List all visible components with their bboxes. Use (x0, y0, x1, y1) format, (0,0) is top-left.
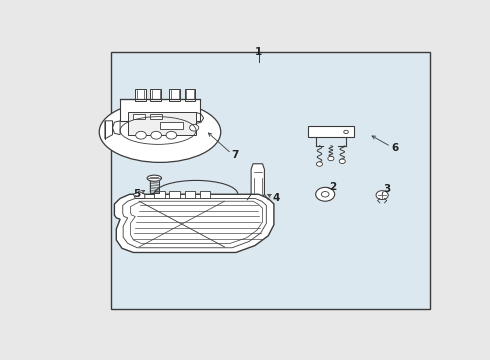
Circle shape (166, 131, 177, 139)
Polygon shape (170, 191, 180, 198)
Polygon shape (154, 191, 165, 198)
Polygon shape (115, 194, 274, 252)
Circle shape (317, 162, 322, 166)
Polygon shape (133, 192, 145, 198)
Circle shape (376, 191, 388, 199)
Polygon shape (113, 121, 120, 135)
Circle shape (339, 159, 345, 163)
Text: 3: 3 (383, 184, 391, 194)
Text: 4: 4 (272, 193, 279, 203)
Polygon shape (105, 121, 113, 139)
Text: 1: 1 (255, 47, 262, 57)
Text: 6: 6 (391, 143, 398, 153)
Polygon shape (160, 122, 183, 129)
Circle shape (151, 131, 162, 139)
Circle shape (328, 156, 334, 161)
Polygon shape (200, 191, 211, 198)
Polygon shape (251, 164, 265, 200)
Ellipse shape (147, 175, 162, 181)
Polygon shape (308, 126, 354, 138)
Text: 7: 7 (231, 150, 239, 160)
Circle shape (344, 130, 348, 134)
Polygon shape (150, 89, 161, 102)
Circle shape (190, 125, 199, 131)
Polygon shape (120, 99, 200, 121)
Text: 2: 2 (329, 182, 337, 192)
Polygon shape (150, 114, 162, 120)
Polygon shape (185, 191, 196, 198)
Polygon shape (128, 112, 196, 135)
Polygon shape (135, 89, 146, 102)
Polygon shape (133, 114, 145, 120)
Polygon shape (185, 89, 196, 102)
Circle shape (316, 187, 335, 201)
Text: 5: 5 (133, 189, 140, 199)
Circle shape (321, 192, 329, 197)
Circle shape (136, 131, 147, 139)
Ellipse shape (99, 102, 220, 162)
Bar (111, 51, 430, 309)
Polygon shape (170, 89, 180, 102)
